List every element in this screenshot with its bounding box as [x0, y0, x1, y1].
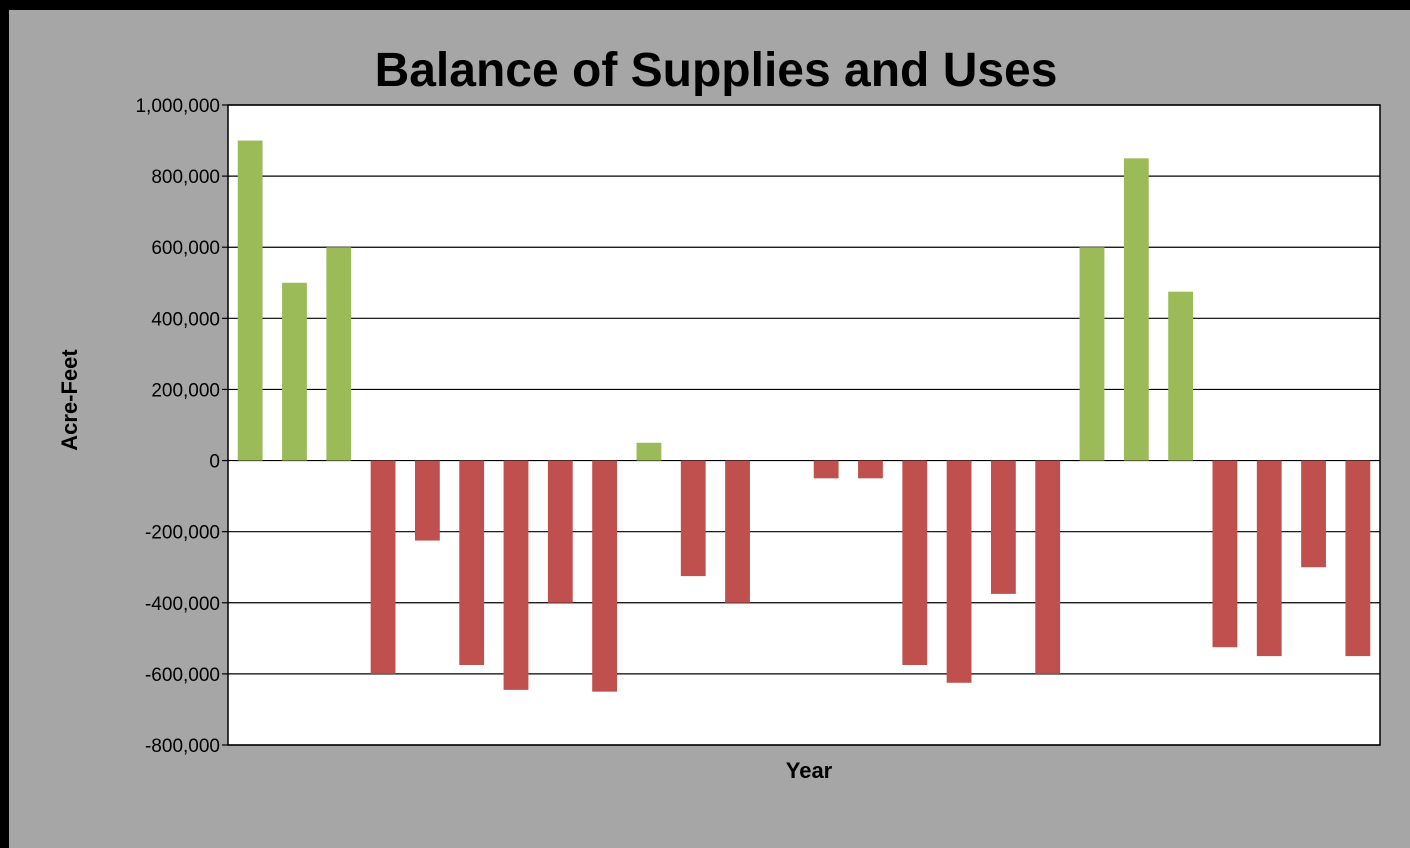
bar — [725, 460, 750, 603]
bar — [902, 460, 928, 665]
bar — [592, 460, 618, 692]
bar — [680, 460, 706, 577]
bar — [1079, 247, 1105, 461]
bar — [1301, 460, 1326, 568]
plot-area — [228, 105, 1380, 745]
bar — [1035, 460, 1061, 674]
bar — [1123, 158, 1149, 461]
bar — [946, 460, 972, 683]
y-axis-ticks: 1,000,000 800,000 600,000 400,000 200,000 0 -2… — [135, 96, 228, 757]
x-axis-label: Year — [786, 758, 833, 783]
bar — [414, 460, 440, 541]
bar — [990, 460, 1016, 594]
chart-frame: Balance of Supplies and Uses 1,000,000 80… — [9, 10, 1410, 848]
y-tick-label: -400,000 — [145, 594, 220, 615]
bar — [1212, 460, 1238, 648]
y-tick-label: -200,000 — [145, 523, 220, 544]
y-tick-label: 400,000 — [151, 309, 220, 330]
y-tick-label: 0 — [209, 452, 220, 473]
y-tick-label: 600,000 — [151, 238, 220, 259]
bars — [237, 140, 1371, 692]
bar — [459, 460, 485, 665]
bar — [813, 460, 839, 479]
bar — [370, 460, 396, 674]
bar — [1168, 291, 1194, 461]
y-tick-label: -800,000 — [145, 736, 220, 757]
bar — [858, 460, 883, 479]
bar — [326, 247, 352, 461]
bar — [636, 442, 662, 461]
y-tick-label: 1,000,000 — [135, 96, 220, 117]
bar — [547, 460, 573, 603]
plot-border — [227, 104, 1381, 746]
y-axis-label: Acre-Feet — [57, 349, 82, 451]
y-tick-label: -600,000 — [145, 665, 220, 686]
bar — [282, 282, 307, 461]
bar — [503, 460, 529, 690]
chart: Balance of Supplies and Uses 1,000,000 80… — [57, 44, 1381, 783]
bar — [1345, 460, 1371, 657]
y-tick-label: 200,000 — [151, 380, 220, 401]
bar — [1256, 460, 1282, 657]
chart-title: Balance of Supplies and Uses — [375, 44, 1058, 97]
y-tick-label: 800,000 — [151, 167, 220, 188]
bar — [237, 140, 263, 461]
